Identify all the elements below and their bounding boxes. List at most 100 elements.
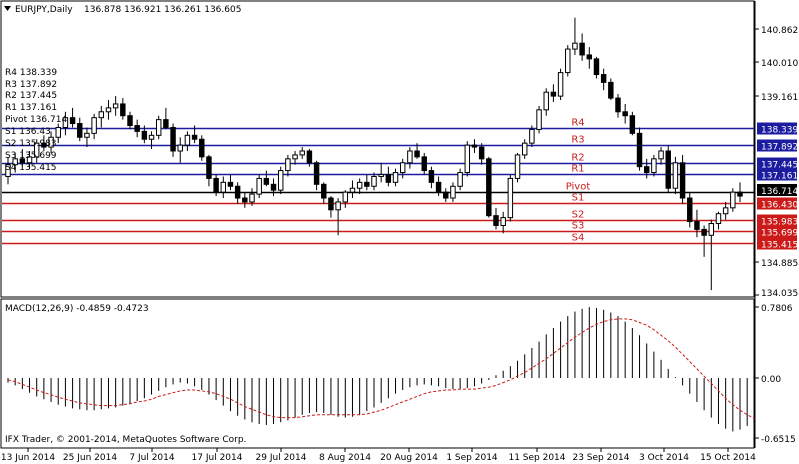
candle [687, 192, 693, 228]
level-price-s3: 135.699 [761, 229, 798, 239]
candle [392, 168, 399, 187]
ohlc-values: 136.878 136.921 136.261 136.605 [84, 5, 241, 15]
candle [84, 127, 90, 148]
candle [299, 147, 305, 159]
candle [622, 103, 628, 124]
level-label-s3: S3 [572, 221, 585, 232]
level-label-pivot: Pivot [566, 182, 591, 193]
candle [521, 139, 528, 159]
candle [127, 111, 133, 130]
collapse-triangle-icon[interactable] [4, 6, 11, 11]
level-price-s2: 135.983 [761, 218, 798, 228]
level-label-s2: S2 [572, 210, 585, 221]
level-price-box [757, 225, 797, 238]
candle [277, 166, 284, 195]
candle [213, 174, 219, 197]
candle [658, 147, 664, 165]
candle [715, 211, 722, 230]
date-tick: 23 Sep 2014 [572, 453, 629, 463]
level-label-s4: S4 [572, 233, 585, 244]
date-axis: 13 Jun 2014 25 Jun 2014 7 Jul 2014 17 Jul 2… [1, 448, 756, 463]
candle [507, 174, 514, 222]
candle [457, 168, 463, 191]
candle [335, 198, 341, 236]
level-label-r4: R4 [571, 118, 584, 129]
candle [543, 88, 549, 116]
candle [184, 131, 191, 151]
candle [378, 162, 384, 183]
candle [328, 196, 334, 218]
legend-s4: S4 135.415 [5, 163, 57, 173]
candle [435, 176, 442, 197]
level-price-r3: 137.892 [761, 143, 798, 153]
candle [557, 68, 564, 101]
candle [134, 119, 140, 138]
candle [443, 188, 449, 202]
candle [737, 182, 743, 202]
candle [321, 182, 327, 204]
date-tick: 7 Jul 2014 [129, 453, 174, 463]
candle [177, 137, 183, 163]
candle [292, 150, 298, 165]
candle [77, 117, 83, 142]
macd-tick: -0.6515 [761, 435, 796, 445]
level-price-box [757, 168, 797, 181]
candle [586, 47, 593, 69]
candle [579, 33, 585, 61]
macd-signal-line [7, 318, 755, 419]
level-price-r2: 137.445 [761, 161, 798, 171]
legend-r2: R2 137.445 [5, 91, 57, 101]
candle [651, 154, 657, 177]
candle [256, 174, 262, 199]
level-price-r4: 138.339 [761, 126, 798, 136]
price-axis: 140.862 140.010 139.161 134.885 134.035 … [755, 26, 798, 299]
macd-tick: 0.7806 [761, 304, 793, 314]
candle [407, 147, 413, 169]
symbol-header: EURJPY,Daily 136.878 136.921 136.261 136… [4, 5, 241, 15]
macd-label: MACD(12,26,9) -0.4859 -0.4723 [5, 304, 149, 314]
candle [500, 211, 506, 234]
current-price: 136.714 [761, 187, 798, 197]
legend-s1: S1 136.43 [5, 127, 51, 137]
symbol-name: EURJPY,Daily [15, 5, 73, 15]
legend-r1: R1 137.161 [5, 103, 57, 113]
candle [206, 154, 212, 187]
candle [55, 123, 61, 144]
level-price-r1: 137.161 [761, 172, 798, 182]
candle [227, 174, 234, 191]
candle [356, 178, 363, 195]
level-price-s4: 135.415 [761, 241, 798, 251]
candle [62, 111, 69, 136]
candle [730, 188, 736, 212]
date-tick: 17 Jul 2014 [192, 453, 243, 463]
candle [220, 176, 227, 199]
candle [672, 156, 679, 195]
candle [98, 105, 105, 128]
level-label-r1: R1 [571, 164, 584, 175]
candle [593, 56, 600, 79]
price-tick: 139.161 [761, 93, 798, 103]
level-price-s1: 136.430 [761, 201, 798, 211]
level-price-box [757, 197, 797, 210]
level-label-r2: R2 [571, 153, 584, 164]
candle [41, 135, 47, 151]
candle [91, 113, 97, 140]
legend-pivot: Pivot 136.714 [5, 115, 67, 125]
candle [679, 154, 686, 204]
candle [608, 78, 614, 101]
candle [536, 105, 542, 134]
candle [234, 182, 241, 204]
pivot-levels: R4 138.339 R3 137.892 R2 137.445 R1 137.161 Pivo… [2, 118, 798, 251]
candle [428, 166, 435, 189]
copyright: IFX Trader, © 2001-2014, MetaQuotes Soft… [5, 435, 246, 445]
price-tick: 134.885 [761, 259, 798, 269]
candle [722, 201, 729, 220]
candle [414, 143, 420, 159]
candle [285, 154, 291, 177]
candle [421, 152, 427, 175]
candle [385, 166, 392, 187]
candle [615, 94, 621, 118]
candle [112, 96, 119, 116]
candle [242, 192, 248, 208]
